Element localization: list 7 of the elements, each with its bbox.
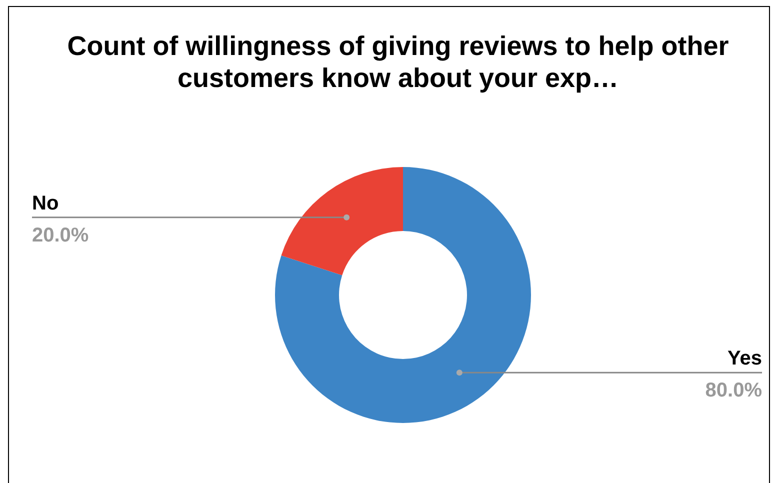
data-label: 80.0% [705, 380, 762, 402]
data-label: 20.0% [32, 224, 89, 246]
slice-label: No [32, 192, 59, 214]
chart-title: Count of willingness of giving reviews to help other customers know about your exp… [66, 30, 730, 94]
donut-slice [281, 167, 403, 276]
slice-label: Yes [728, 348, 762, 370]
donut-slice [275, 167, 531, 423]
